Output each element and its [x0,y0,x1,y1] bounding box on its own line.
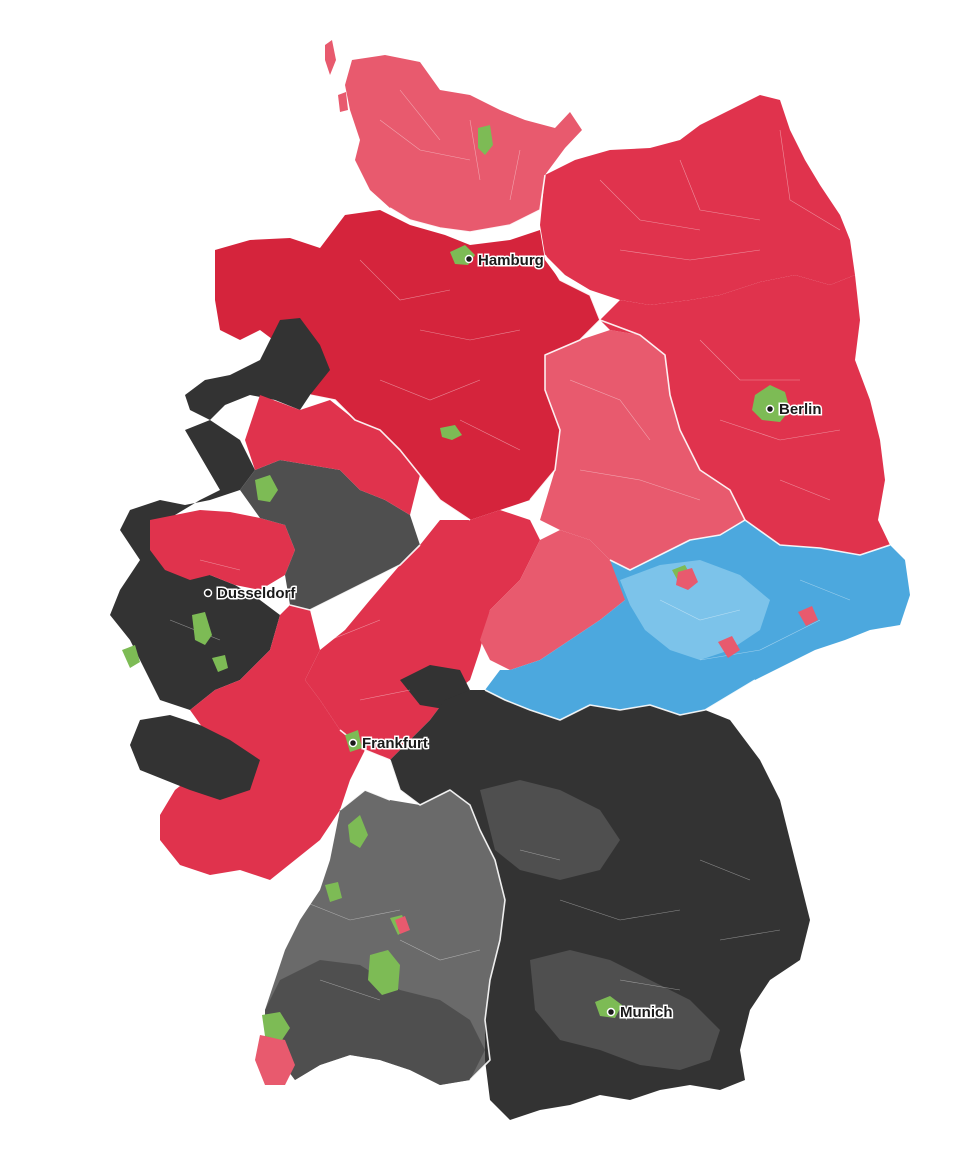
green-district-berlin [752,385,790,422]
green-district-stuttgart [368,950,400,995]
region-schleswig-holstein-shape [345,55,582,232]
region-saxony [485,520,910,720]
green-district-freiburg [262,1012,290,1040]
region-islands [325,40,348,112]
region-bavaria-mid-shape [480,780,620,880]
region-baden-wuerttemberg [255,790,505,1085]
region-bavaria [390,690,810,1120]
region-mecklenburg-shape [540,95,855,305]
city-dot [203,588,213,598]
city-marker-munich: Munich [606,1003,674,1023]
city-label-berlin: Berlin [779,401,822,418]
region-saxony-anhalt-brandenburg [540,275,890,570]
city-dot [765,404,775,414]
green-district-kiel [478,125,493,155]
region-saxony-anhalt-shape [540,330,745,570]
state-borders [289,174,891,1081]
region-thuringia [480,530,630,670]
city-dot [464,254,474,264]
region-rhineland-palatinate [130,605,365,880]
red-spot-stuttgart [395,916,410,934]
region-mecklenburg [540,95,855,305]
green-district-karlsruhe [325,882,342,902]
region-thuringia-shape [480,530,630,670]
city-label-hamburg: Hamburg [478,252,544,269]
region-bw-red-shape [255,1035,295,1085]
city-marker-hamburg: Hamburg [464,251,545,271]
city-label-munich: Munich [620,1004,673,1021]
green-district-cologne [192,612,212,645]
region-lower-saxony-shape [215,210,600,520]
region-hesse-shape [305,510,540,760]
region-lower-saxony [215,210,600,520]
city-label-frankfurt: Frankfurt [362,735,428,752]
city-marker-berlin: Berlin [765,400,823,420]
green-district-muenster [255,475,278,502]
region-nrw-east-shape [240,460,420,610]
green-district-munich [595,996,622,1018]
red-spot-leipzig [676,568,698,590]
city-marker-frankfurt: Frankfurt [348,734,429,754]
region-saxony-light-shape [620,560,770,660]
green-district-heidelberg [348,815,368,848]
region-bavaria-south-shape [530,950,720,1070]
green-district-aachen [122,645,140,668]
region-nrw-dark-shape [185,318,330,420]
city-label-dusseldorf: Dusseldorf [217,585,296,602]
region-nrw-red-north-shape [245,395,420,515]
red-spots [395,568,818,934]
district-lines [169,89,851,1001]
city-dot [606,1007,616,1017]
region-brandenburg-shape [600,275,890,555]
green-district-bonn [212,655,228,672]
region-schleswig-holstein [325,40,582,232]
red-spot-dresden [798,606,818,626]
city-marker-dusseldorf: Dusseldorf [203,584,298,604]
city-dot [348,738,358,748]
region-nrw [110,318,420,710]
green-districts [122,125,790,1040]
green-district-hannover [440,425,462,440]
region-rp-dark-shape [130,715,260,800]
region-rp-red-shape [160,605,365,880]
region-nrw-ruhr-shape [150,510,295,590]
red-spot-chemnitz [718,636,740,658]
city-markers: Hamburg Berlin Dusseldorf Frankfurt Muni… [203,251,823,1023]
region-bw-dark-shape [265,960,485,1085]
